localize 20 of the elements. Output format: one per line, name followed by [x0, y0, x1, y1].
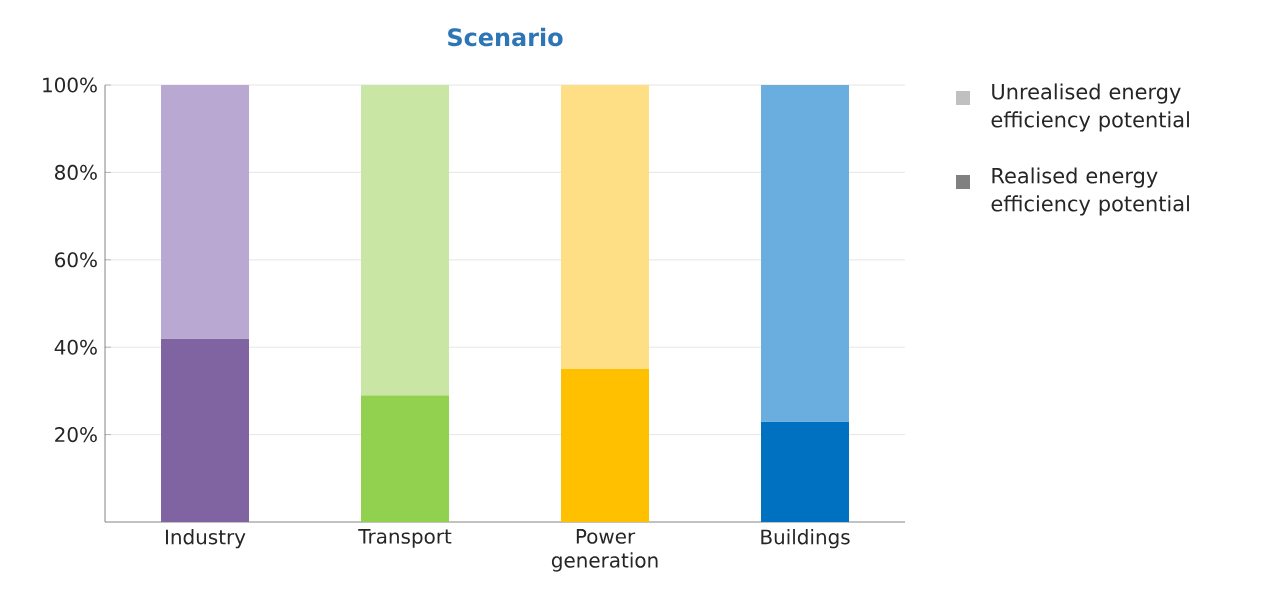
- text: Realised energy efficiency potential: [991, 167, 1189, 216]
- bar: [761, 84, 850, 422]
- bar: [361, 84, 450, 396]
- bar: [561, 369, 650, 522]
- chart-title: Scenario: [448, 27, 563, 47]
- bar: [161, 84, 250, 339]
- x-tick-label: Transport: [358, 529, 452, 548]
- text: Unrealised energy efficiency potential: [991, 83, 1189, 132]
- x-tick-label: Buildings: [761, 529, 850, 549]
- y-tick-label: 20%: [55, 427, 97, 443]
- bar: [161, 338, 250, 522]
- y-tick-label: 40%: [54, 339, 97, 355]
- bar: [361, 395, 450, 522]
- x-tick-label: Power generation: [551, 529, 658, 572]
- bar: [561, 84, 650, 370]
- y-tick-label: 60%: [55, 252, 97, 268]
- y-tick-label: 100%: [43, 77, 97, 93]
- x-tick-label: Industry: [166, 529, 246, 549]
- y-tick-label: 80%: [55, 164, 97, 180]
- bar: [761, 421, 850, 522]
